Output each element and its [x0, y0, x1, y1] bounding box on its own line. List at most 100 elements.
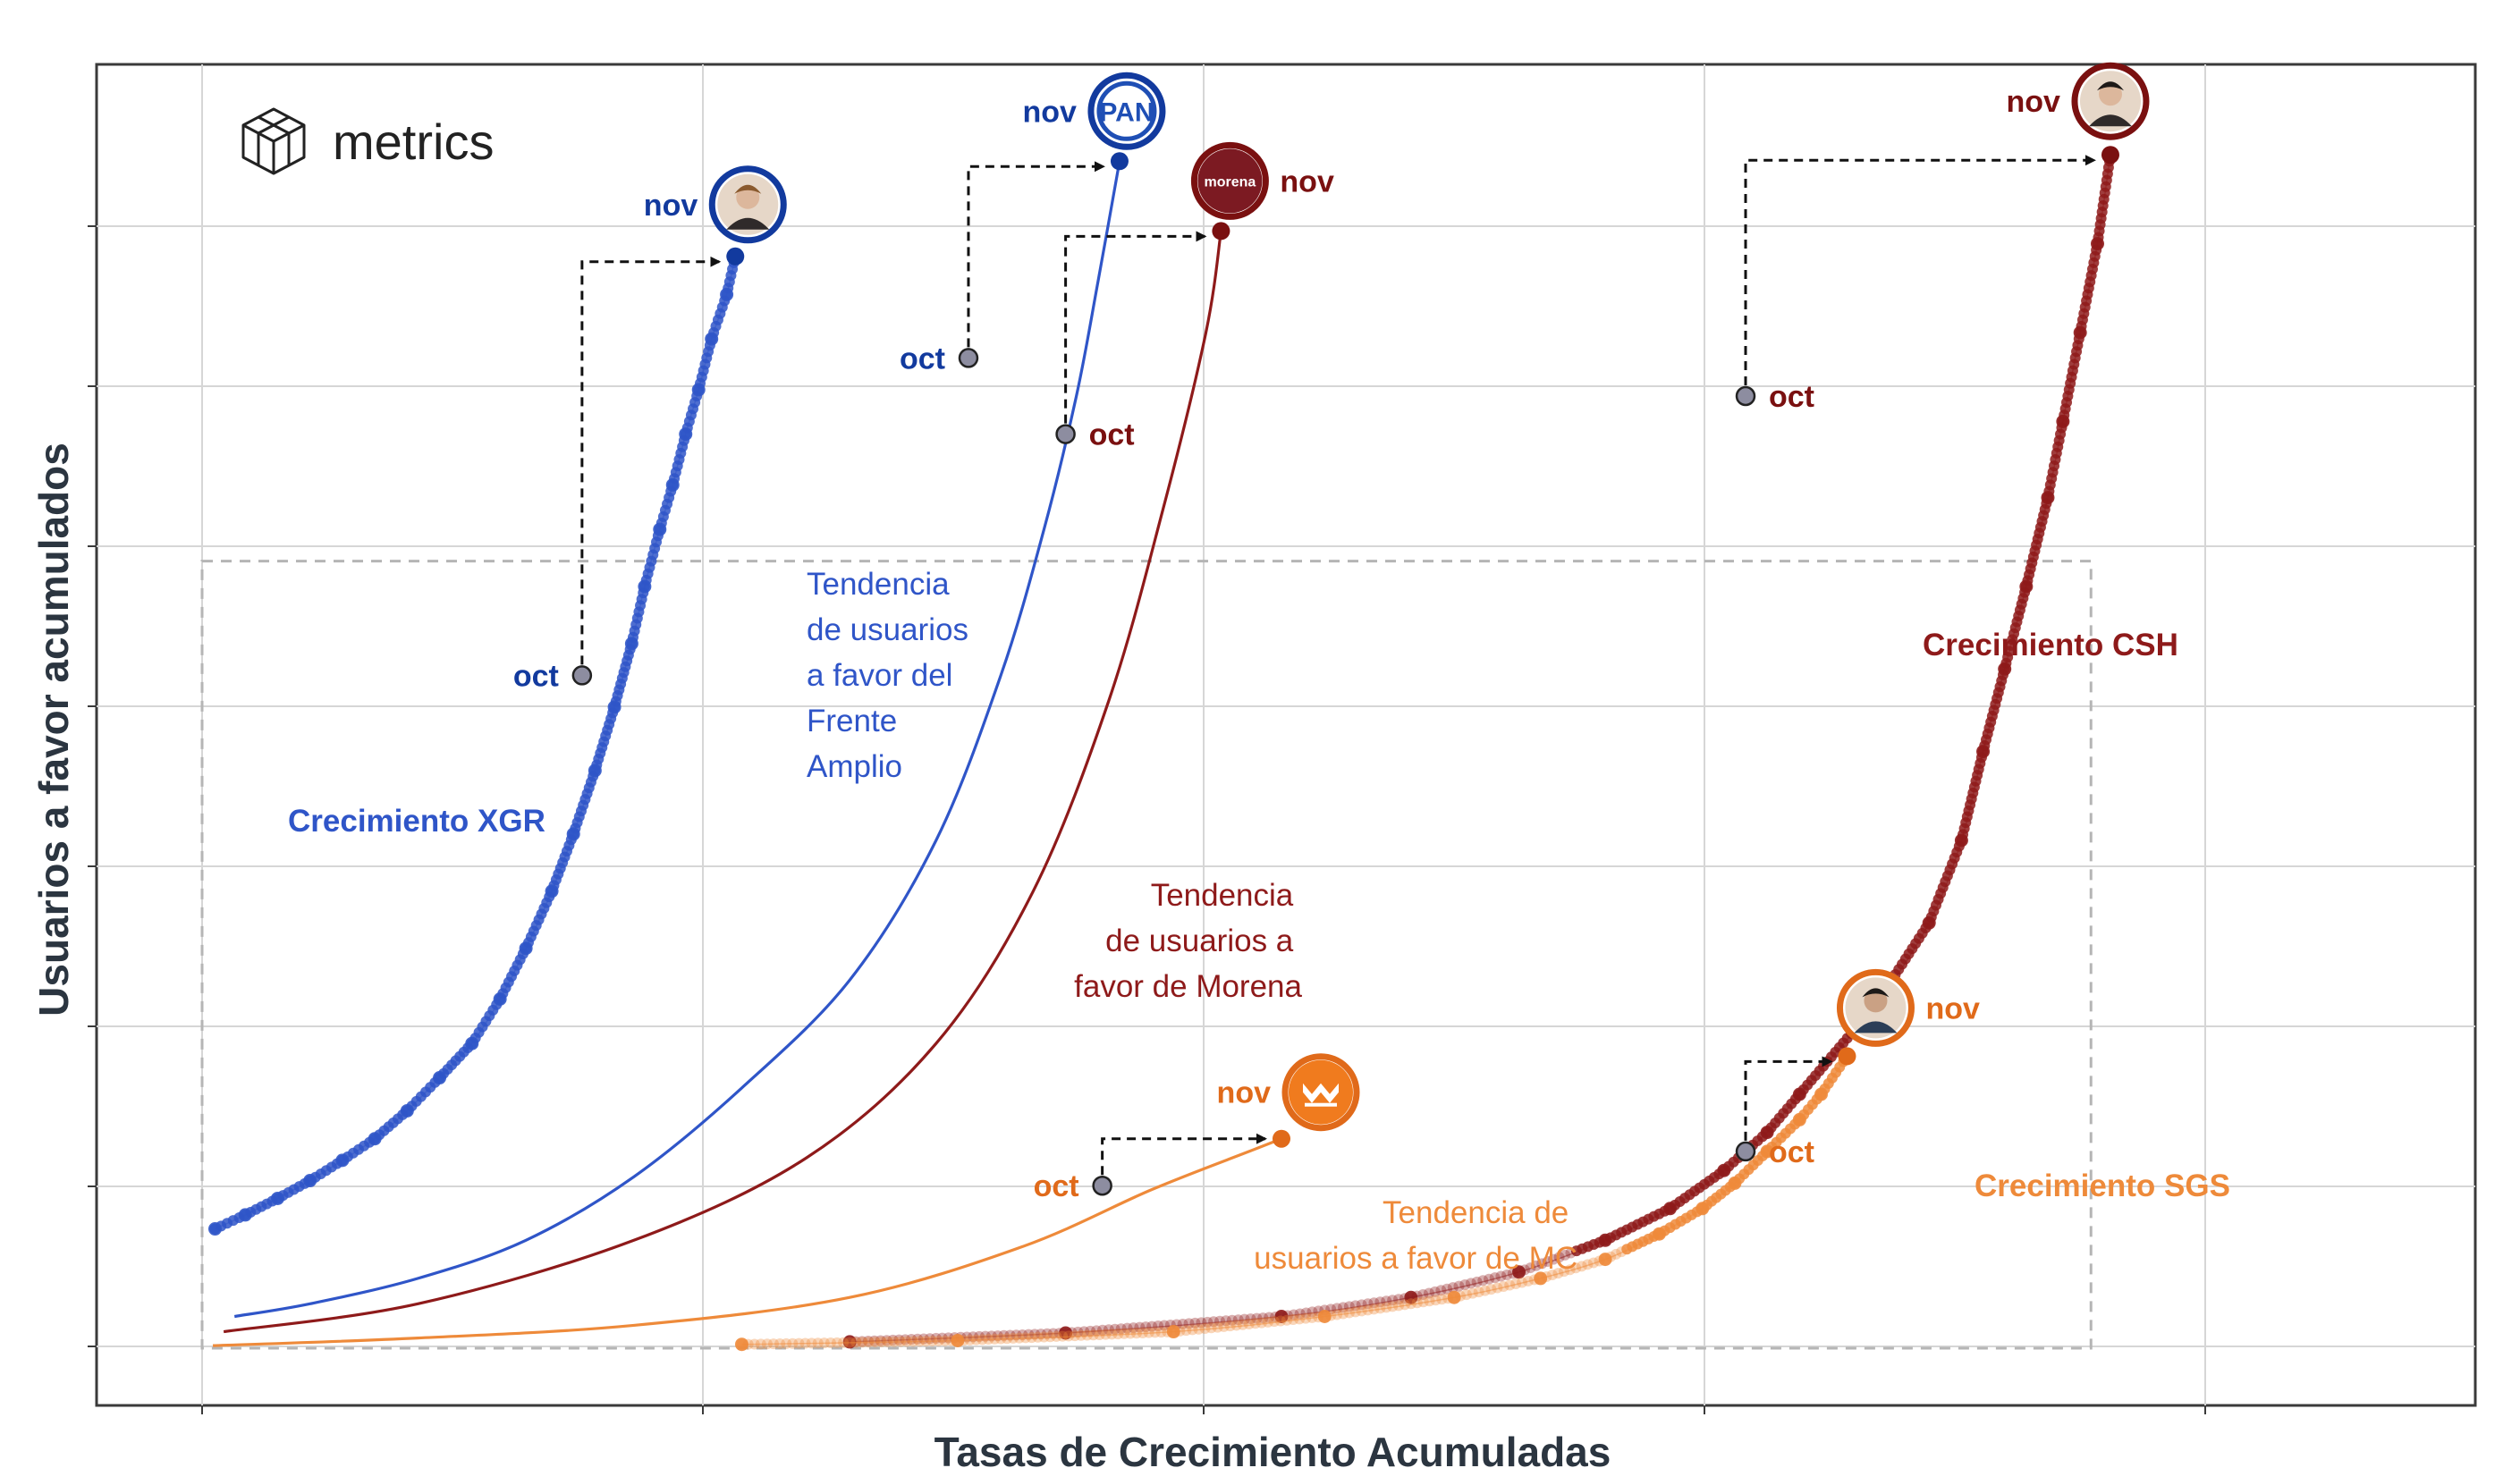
- series-dot-4: [1477, 1275, 1489, 1287]
- series-dot-4: [875, 1335, 886, 1346]
- data-point-4-16: [2041, 491, 2055, 505]
- label-crecimiento-sgs: Crecimiento SGS: [1975, 1168, 2230, 1203]
- series-dot-5: [1199, 1322, 1211, 1334]
- series-layer: [207, 148, 2118, 1352]
- series-dot-5: [1106, 1329, 1118, 1340]
- data-point-5-1: [951, 1333, 965, 1347]
- series-dot-5: [926, 1335, 938, 1346]
- series-dot-4: [1381, 1295, 1392, 1307]
- oct-label-0: oct: [513, 659, 559, 693]
- data-point-5-7: [1652, 1227, 1666, 1241]
- series-dot-5: [1332, 1309, 1343, 1320]
- series-dot-5: [857, 1337, 868, 1348]
- grid: [88, 64, 2475, 1414]
- series-dot-5: [1405, 1298, 1416, 1310]
- series-dot-5: [838, 1337, 850, 1348]
- series-dot-4: [1214, 1315, 1226, 1327]
- series-dot-5: [1119, 1328, 1130, 1339]
- series-dot-4: [1078, 1326, 1090, 1337]
- data-point-0-18: [665, 477, 680, 492]
- series-dot-4: [881, 1335, 892, 1346]
- series-dot-5: [1155, 1327, 1167, 1338]
- oct-marker-2: [1055, 424, 1076, 444]
- series-5: [735, 1049, 1854, 1352]
- series-dot-4: [1251, 1312, 1263, 1324]
- series-dot-4: [1134, 1321, 1146, 1333]
- pan-logo-text: PAN: [1099, 97, 1154, 127]
- data-point-4-0: [842, 1335, 857, 1349]
- series-dot-4: [1471, 1276, 1483, 1287]
- series-dot-5: [787, 1337, 799, 1349]
- series-dot-4: [1387, 1295, 1399, 1306]
- brand-name: metrics: [333, 114, 494, 170]
- series-dot-4: [1453, 1280, 1465, 1292]
- series-dot-5: [995, 1333, 1007, 1345]
- data-point-4-17: [2056, 414, 2070, 428]
- series-4: [842, 148, 2118, 1349]
- series-dot-4: [1096, 1324, 1108, 1336]
- series-dot-5: [869, 1337, 881, 1348]
- data-point-5-8: [1696, 1202, 1710, 1216]
- series-dot-4: [992, 1330, 1003, 1342]
- data-point-5-5: [1534, 1271, 1548, 1286]
- series-dot-5: [1393, 1300, 1405, 1312]
- oct-label-3: oct: [1034, 1169, 1079, 1203]
- series-dot-5: [1288, 1314, 1299, 1326]
- oct-marker-1: [958, 348, 979, 368]
- series-dot-5: [1002, 1333, 1013, 1345]
- series-dot-4: [1177, 1318, 1188, 1329]
- series-dot-4: [1374, 1296, 1386, 1308]
- data-point-0-5: [368, 1132, 382, 1146]
- oct-marker-4: [1735, 385, 1756, 407]
- series-dot-5: [1307, 1312, 1318, 1323]
- series-dot-4: [1530, 1260, 1542, 1271]
- data-point-0-0: [207, 1222, 222, 1236]
- series-dot-4: [1041, 1328, 1053, 1339]
- plot-area: [95, 63, 2477, 1407]
- series-dot-5: [1387, 1301, 1399, 1312]
- label-frente-amplio: Tendencia de usuarios a favor del Frente…: [807, 567, 977, 784]
- oct-nov-annotation-5: oct nov: [1735, 968, 1980, 1169]
- series-dot-5: [1516, 1277, 1527, 1288]
- nov-label-1: nov: [1022, 95, 1077, 129]
- series-dot-5: [1057, 1330, 1069, 1342]
- series-dot-5: [1430, 1295, 1442, 1306]
- series-dot-5: [1467, 1287, 1478, 1299]
- series-dot-5: [1137, 1327, 1148, 1338]
- series-dot-5: [1268, 1316, 1280, 1328]
- series-dot-5: [1262, 1316, 1273, 1328]
- series-dot-5: [1007, 1332, 1019, 1344]
- oct-label-2: oct: [1089, 418, 1135, 452]
- series-dot-5: [1274, 1315, 1286, 1327]
- series-dot-5: [1564, 1264, 1576, 1276]
- series-dot-5: [1180, 1325, 1192, 1337]
- series-dot-5: [1205, 1322, 1217, 1334]
- series-line-2: [223, 231, 1222, 1334]
- oct-marker-5: [1735, 1141, 1756, 1162]
- series-dot-5: [793, 1337, 805, 1349]
- data-point-0-13: [588, 764, 602, 778]
- series-dot-5: [1112, 1329, 1124, 1340]
- series-dot-5: [1343, 1307, 1355, 1319]
- series-dot-5: [1294, 1313, 1306, 1325]
- series-dot-5: [850, 1337, 862, 1348]
- series-dot-5: [1337, 1308, 1349, 1320]
- series-dot-5: [888, 1336, 900, 1347]
- series-dot-5: [914, 1336, 926, 1347]
- series-dot-4: [1560, 1249, 1571, 1261]
- series-dot-5: [1038, 1331, 1050, 1343]
- data-point-0-8: [465, 1036, 479, 1050]
- series-dot-5: [1417, 1296, 1429, 1308]
- series-dot-4: [1349, 1300, 1361, 1312]
- nov-marker-3: [1273, 1129, 1290, 1148]
- series-dot-4: [1115, 1323, 1127, 1335]
- series-dot-5: [970, 1334, 982, 1346]
- data-point-4-5: [1598, 1233, 1612, 1247]
- series-dot-4: [1196, 1317, 1207, 1329]
- series-dot-5: [1069, 1330, 1080, 1342]
- series-dot-5: [1381, 1302, 1392, 1313]
- series-dot-4: [1337, 1302, 1349, 1313]
- series-dot-4: [1103, 1324, 1114, 1336]
- series-dot-4: [1465, 1278, 1476, 1289]
